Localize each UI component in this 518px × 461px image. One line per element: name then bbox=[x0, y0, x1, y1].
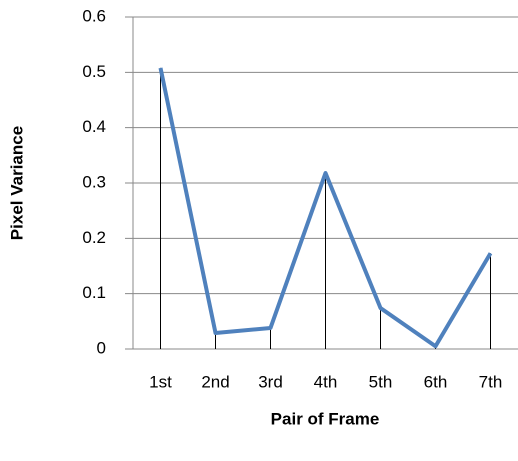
x-tick-label: 7th bbox=[479, 372, 503, 391]
x-tick-label: 1st bbox=[149, 372, 172, 391]
y-tick-label: 0.5 bbox=[82, 62, 106, 81]
x-axis-title: Pair of Frame bbox=[271, 409, 380, 428]
y-tick-label: 0.4 bbox=[82, 117, 106, 136]
y-tick-label: 0.1 bbox=[82, 283, 106, 302]
y-tick-label: 0.2 bbox=[82, 228, 106, 247]
x-tick-label: 2nd bbox=[201, 372, 229, 391]
y-tick-label: 0.3 bbox=[82, 172, 106, 191]
y-axis-title: Pixel Variance bbox=[7, 126, 26, 240]
x-tick-label: 5th bbox=[369, 372, 393, 391]
x-tick-label: 4th bbox=[314, 372, 338, 391]
x-tick-label: 3rd bbox=[258, 372, 283, 391]
data-line bbox=[158, 67, 493, 349]
y-tick-label: 0.6 bbox=[82, 6, 106, 25]
y-tick-label: 0 bbox=[97, 338, 106, 357]
x-tick-label: 6th bbox=[424, 372, 448, 391]
